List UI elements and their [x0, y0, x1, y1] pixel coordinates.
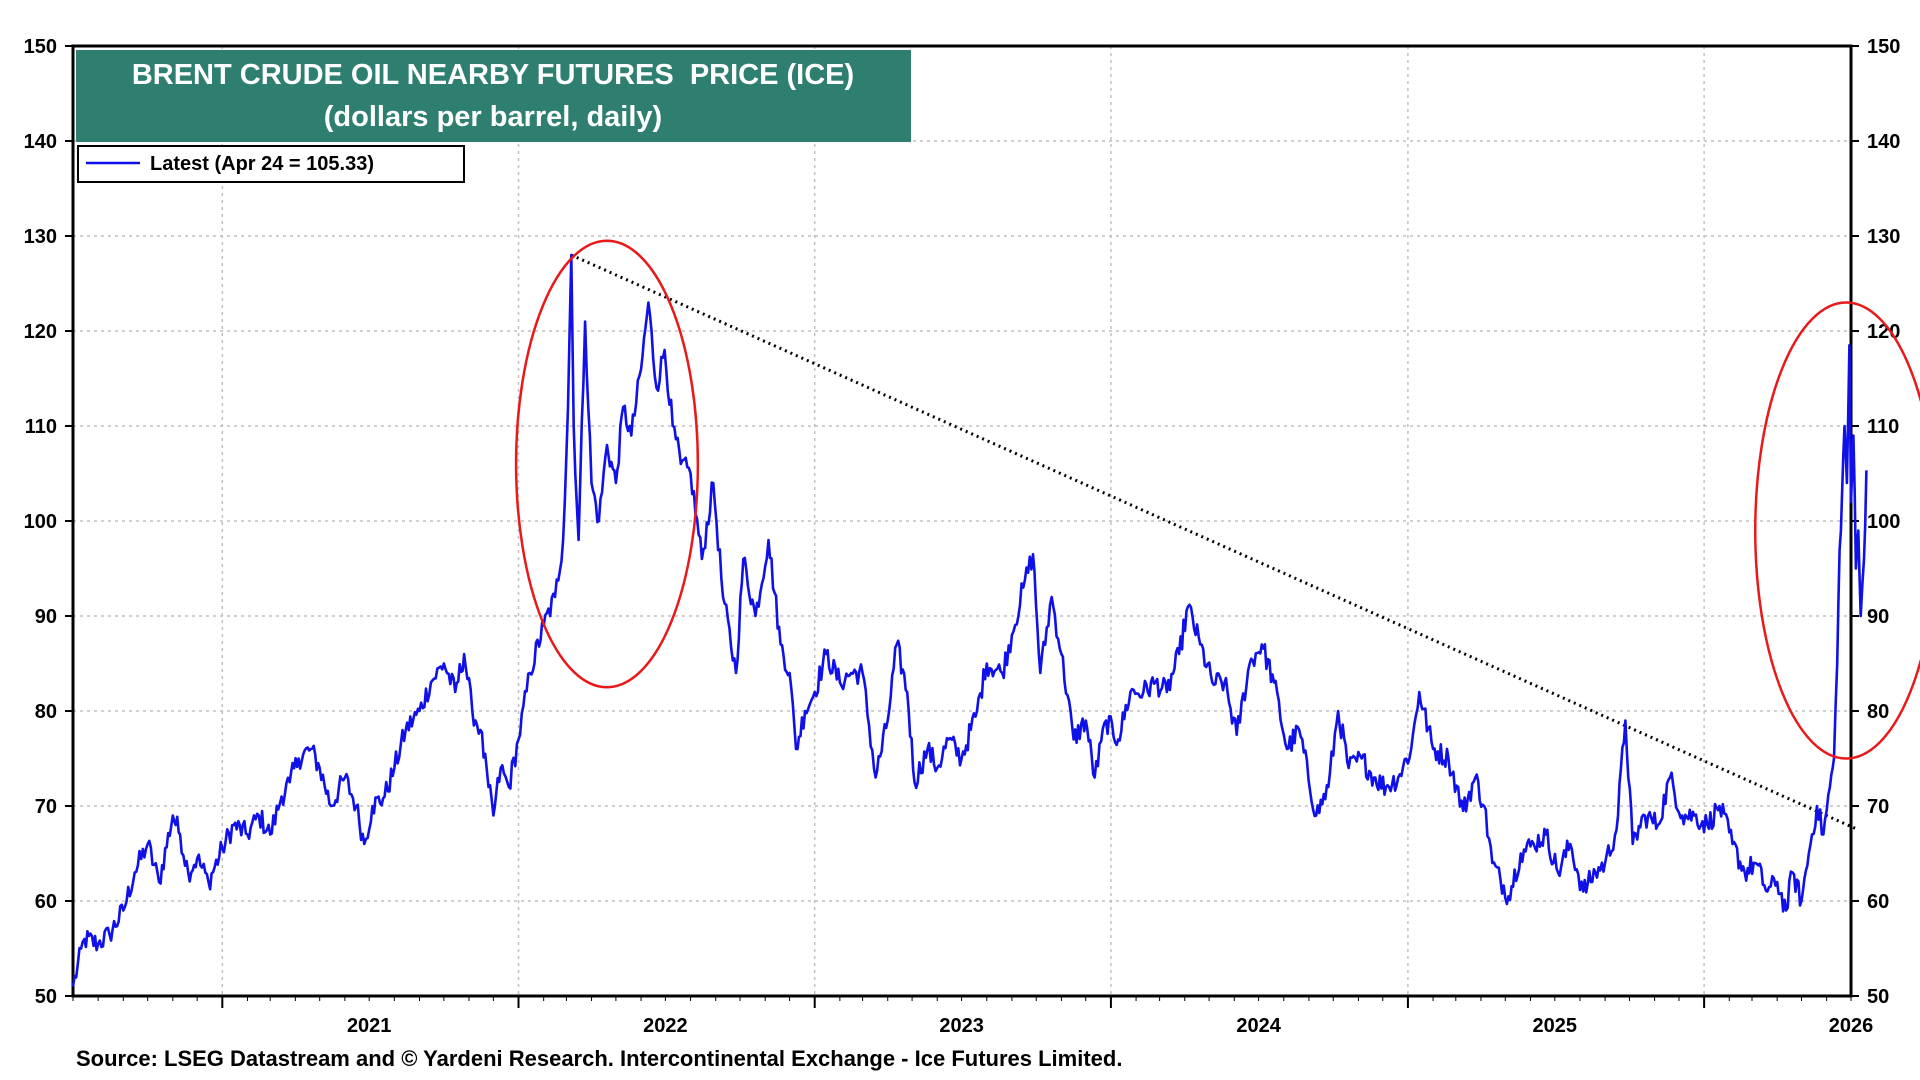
y-tick-label-right: 120: [1867, 321, 1900, 343]
y-tick-label-left: 90: [35, 606, 57, 628]
y-tick-label-left: 70: [35, 796, 57, 818]
axis-ticks: [65, 45, 1859, 1008]
y-tick-label-left: 150: [24, 36, 57, 58]
x-tick-label: 2024: [1236, 1015, 1281, 1037]
x-tick-label: 2025: [1533, 1015, 1578, 1037]
y-axis-left-labels: 50 60 70 80 90 100 110 120 130 140 150: [24, 36, 57, 1008]
y-tick-label-right: 90: [1867, 606, 1889, 628]
y-tick-label-right: 130: [1867, 226, 1900, 248]
series-line-brent: [71, 253, 1868, 987]
highlight-ellipse: [1754, 301, 1920, 760]
y-tick-label-left: 120: [24, 321, 57, 343]
y-tick-label-right: 70: [1867, 796, 1889, 818]
y-axis-right-labels: 50 60 70 80 90 100 110 120 130 140 150: [1867, 36, 1900, 1008]
y-tick-label-right: 80: [1867, 701, 1889, 723]
x-tick-label: 2026: [1829, 1015, 1874, 1037]
y-tick-label-left: 100: [24, 511, 57, 533]
y-tick-label-left: 140: [24, 131, 57, 153]
x-tick-label: 2023: [939, 1015, 984, 1037]
y-tick-label-right: 100: [1867, 511, 1900, 533]
legend-label: Latest (Apr 24 = 105.33): [150, 153, 374, 175]
source-note: Source: LSEG Datastream and © Yardeni Re…: [76, 1046, 1122, 1071]
y-tick-label-right: 110: [1867, 416, 1899, 438]
grid-lines: [73, 46, 1851, 996]
annotation-ellipses: [514, 239, 1920, 760]
x-tick-label: 2022: [643, 1015, 688, 1037]
y-tick-label-left: 80: [35, 701, 57, 723]
highlight-ellipse: [514, 239, 700, 689]
title-box: [76, 50, 911, 142]
x-tick-label: 2021: [347, 1015, 392, 1037]
y-tick-label-left: 60: [35, 891, 57, 913]
x-axis-labels: 2021 2022 2023 2024 2025 2026: [347, 1015, 1873, 1037]
y-tick-label-left: 110: [25, 416, 57, 438]
chart-subtitle: (dollars per barrel, daily): [324, 101, 662, 133]
y-tick-label-right: 60: [1867, 891, 1889, 913]
y-tick-label-right: 140: [1867, 131, 1900, 153]
chart-title: BRENT CRUDE OIL NEARBY FUTURES PRICE (IC…: [132, 59, 854, 91]
y-tick-label-left: 130: [24, 226, 57, 248]
legend-box: [77, 145, 465, 183]
y-tick-label-left: 50: [35, 986, 57, 1008]
y-tick-label-right: 150: [1867, 36, 1900, 58]
y-tick-label-right: 50: [1867, 986, 1889, 1008]
trendline: [570, 253, 1859, 832]
